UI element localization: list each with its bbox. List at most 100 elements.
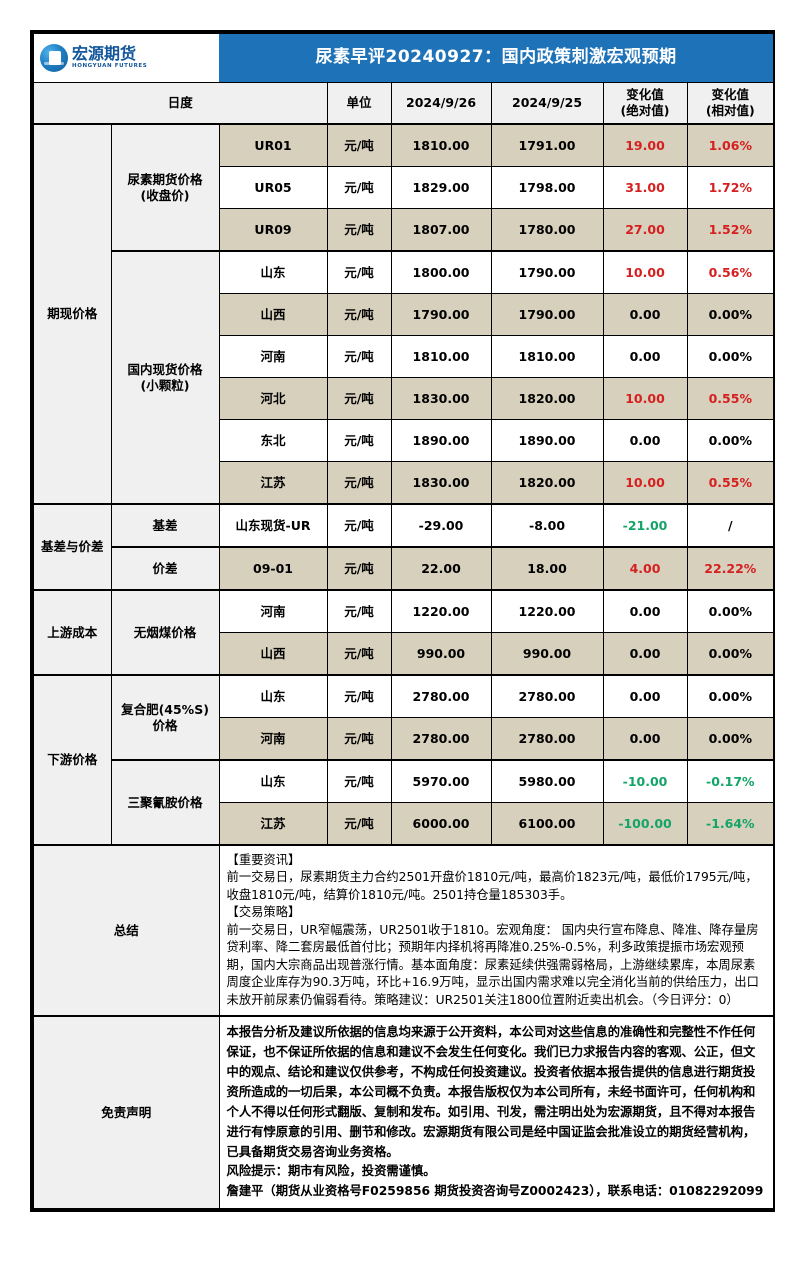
row-unit: 元/吨	[326, 759, 392, 803]
row-item: 09-01	[218, 546, 328, 591]
row-value-current: 2780.00	[390, 674, 492, 718]
row-change-relative: -0.17%	[686, 759, 776, 803]
header-date-current: 2024/9/26	[390, 82, 492, 125]
row-change-absolute: 10.00	[602, 461, 688, 505]
row-value-previous: 1890.00	[490, 419, 604, 462]
row-change-relative: /	[686, 503, 776, 548]
table-row: 期现价格 尿素期货价格 (收盘价) UR01 元/吨 1810.00 1791.00 19.0…	[32, 123, 776, 505]
row-item: 河南	[218, 717, 328, 761]
row-unit: 元/吨	[326, 674, 392, 718]
row-unit: 元/吨	[326, 250, 392, 294]
row-unit: 元/吨	[326, 166, 392, 209]
row-value-current: 5970.00	[390, 759, 492, 803]
row-change-relative: 0.00%	[686, 674, 776, 718]
row-unit: 元/吨	[326, 208, 392, 252]
subcategory-label: 基差	[110, 503, 220, 548]
row-unit: 元/吨	[326, 589, 392, 633]
row-value-current: 1890.00	[390, 419, 492, 462]
category-label: 下游价格	[32, 674, 112, 846]
row-value-previous: 1810.00	[490, 335, 604, 378]
table-row: 三聚氰胺价格 山东 元/吨 5970.00 5980.00 -10.00 -0.17%	[33, 759, 776, 846]
row-change-relative: 0.55%	[686, 461, 776, 505]
row-value-current: 1220.00	[390, 589, 492, 633]
row-change-absolute: 10.00	[602, 377, 688, 420]
row-value-current: 1829.00	[390, 166, 492, 209]
table-row: 价差 09-01 元/吨 22.00 18.00 4.00 22.22%	[33, 546, 776, 591]
banner-row: 宏源期货 HONGYUAN FUTURES 尿素早评20240927：国内政策刺激宏…	[31, 32, 776, 83]
row-change-absolute: 0.00	[602, 335, 688, 378]
row-change-relative: 22.22%	[686, 546, 776, 591]
table-row: 基差与价差 基差 山东现货-UR 元/吨 -29.00 -8.00 -21.00/	[32, 503, 776, 591]
row-change-relative: 0.00%	[686, 632, 776, 676]
row-value-current: 1830.00	[390, 461, 492, 505]
row-item: 山东现货-UR	[218, 503, 328, 548]
table-row: 国内现货价格 (小颗粒) 山东 元/吨 1800.00 1790.00 10.00 0.56%	[33, 250, 776, 505]
row-change-absolute: 0.00	[602, 632, 688, 676]
disclaimer-row: 免责声明 本报告分析及建议所依据的信息均来源于公开资料，本公司对这些信息的准确性和…	[31, 1015, 776, 1211]
row-change-relative: 0.00%	[686, 419, 776, 462]
row-change-absolute: 0.00	[602, 589, 688, 633]
row-value-previous: 1820.00	[490, 377, 604, 420]
row-value-previous: 1220.00	[490, 589, 604, 633]
subcategory-label: 无烟煤价格	[110, 589, 220, 676]
report-sheet: 宏源期货 HONGYUAN FUTURES 尿素早评20240927：国内政策刺激宏…	[30, 30, 776, 1213]
category-label: 基差与价差	[32, 503, 112, 591]
row-item: 山西	[218, 293, 328, 336]
row-change-absolute: 0.00	[602, 419, 688, 462]
row-change-relative: -1.64%	[686, 802, 776, 846]
row-change-relative: 0.00%	[686, 293, 776, 336]
table-row: 东北 元/吨 1890.00 1890.00 0.00 0.00%	[33, 419, 776, 462]
row-value-previous: 2780.00	[490, 717, 604, 761]
table-row: 江苏 元/吨 1830.00 1820.00 10.00 0.55%	[33, 461, 776, 505]
row-item: UR05	[218, 166, 328, 209]
row-value-current: 1800.00	[390, 250, 492, 294]
subcategory-label: 三聚氰胺价格	[110, 759, 220, 846]
hongyuan-circle-logo-icon	[40, 44, 68, 72]
row-change-absolute: 0.00	[602, 674, 688, 718]
subcategory-label: 复合肥(45%S) 价格	[110, 674, 220, 761]
table-row: 下游价格 复合肥(45%S) 价格 山东 元/吨 2780.00 2780.00 0.00 0.…	[32, 674, 776, 846]
row-change-relative: 0.00%	[686, 717, 776, 761]
row-change-absolute: 4.00	[602, 546, 688, 591]
row-change-relative: 1.52%	[686, 208, 776, 252]
row-change-absolute: -10.00	[602, 759, 688, 803]
row-item: 山东	[218, 674, 328, 718]
row-value-previous: 1790.00	[490, 250, 604, 294]
row-value-previous: 5980.00	[490, 759, 604, 803]
summary-body: 【重要资讯】 前一交易日，尿素期货主力合约2501开盘价1810元/吨，最高价1…	[218, 843, 776, 1017]
header-change-relative: 变化值 (相对值)	[686, 82, 776, 125]
row-value-current: 1830.00	[390, 377, 492, 420]
row-value-current: 2780.00	[390, 717, 492, 761]
urea-morning-report-table: 宏源期货 HONGYUAN FUTURES 尿素早评20240927：国内政策刺激宏…	[31, 32, 776, 1211]
column-header-row: 日度 单位 2024/9/26 2024/9/25 变化值 (绝对值) 变化值 (相对值)	[31, 82, 776, 125]
category-label: 上游成本	[32, 589, 112, 676]
row-change-absolute: 19.00	[602, 123, 688, 167]
header-unit: 单位	[326, 82, 392, 125]
row-item: 山西	[218, 632, 328, 676]
row-value-current: -29.00	[390, 503, 492, 548]
summary-label: 总结	[31, 843, 220, 1017]
row-change-absolute: -100.00	[602, 802, 688, 846]
row-item: 山东	[218, 250, 328, 294]
table-row: 河北 元/吨 1830.00 1820.00 10.00 0.55%	[33, 377, 776, 420]
summary-row: 总结 【重要资讯】 前一交易日，尿素期货主力合约2501开盘价1810元/吨，最高…	[31, 843, 776, 1017]
row-unit: 元/吨	[326, 632, 392, 676]
row-value-previous: 1790.00	[490, 293, 604, 336]
table-row: 山西 元/吨 1790.00 1790.00 0.00 0.00%	[33, 293, 776, 336]
row-change-absolute: 10.00	[602, 250, 688, 294]
row-unit: 元/吨	[326, 461, 392, 505]
row-item: 东北	[218, 419, 328, 462]
row-value-previous: 1820.00	[490, 461, 604, 505]
row-change-absolute: 31.00	[602, 166, 688, 209]
row-item: 河南	[218, 335, 328, 378]
header-period: 日度	[31, 82, 328, 125]
row-value-current: 1810.00	[390, 335, 492, 378]
row-item: 江苏	[218, 461, 328, 505]
row-value-previous: 1780.00	[490, 208, 604, 252]
row-unit: 元/吨	[326, 503, 392, 548]
header-date-previous: 2024/9/25	[490, 82, 604, 125]
subcategory-label: 价差	[110, 546, 220, 591]
row-value-current: 990.00	[390, 632, 492, 676]
row-unit: 元/吨	[326, 335, 392, 378]
table-row: 上游成本 无烟煤价格 河南 元/吨 1220.00 1220.00 0.00 0.00%	[32, 589, 776, 676]
